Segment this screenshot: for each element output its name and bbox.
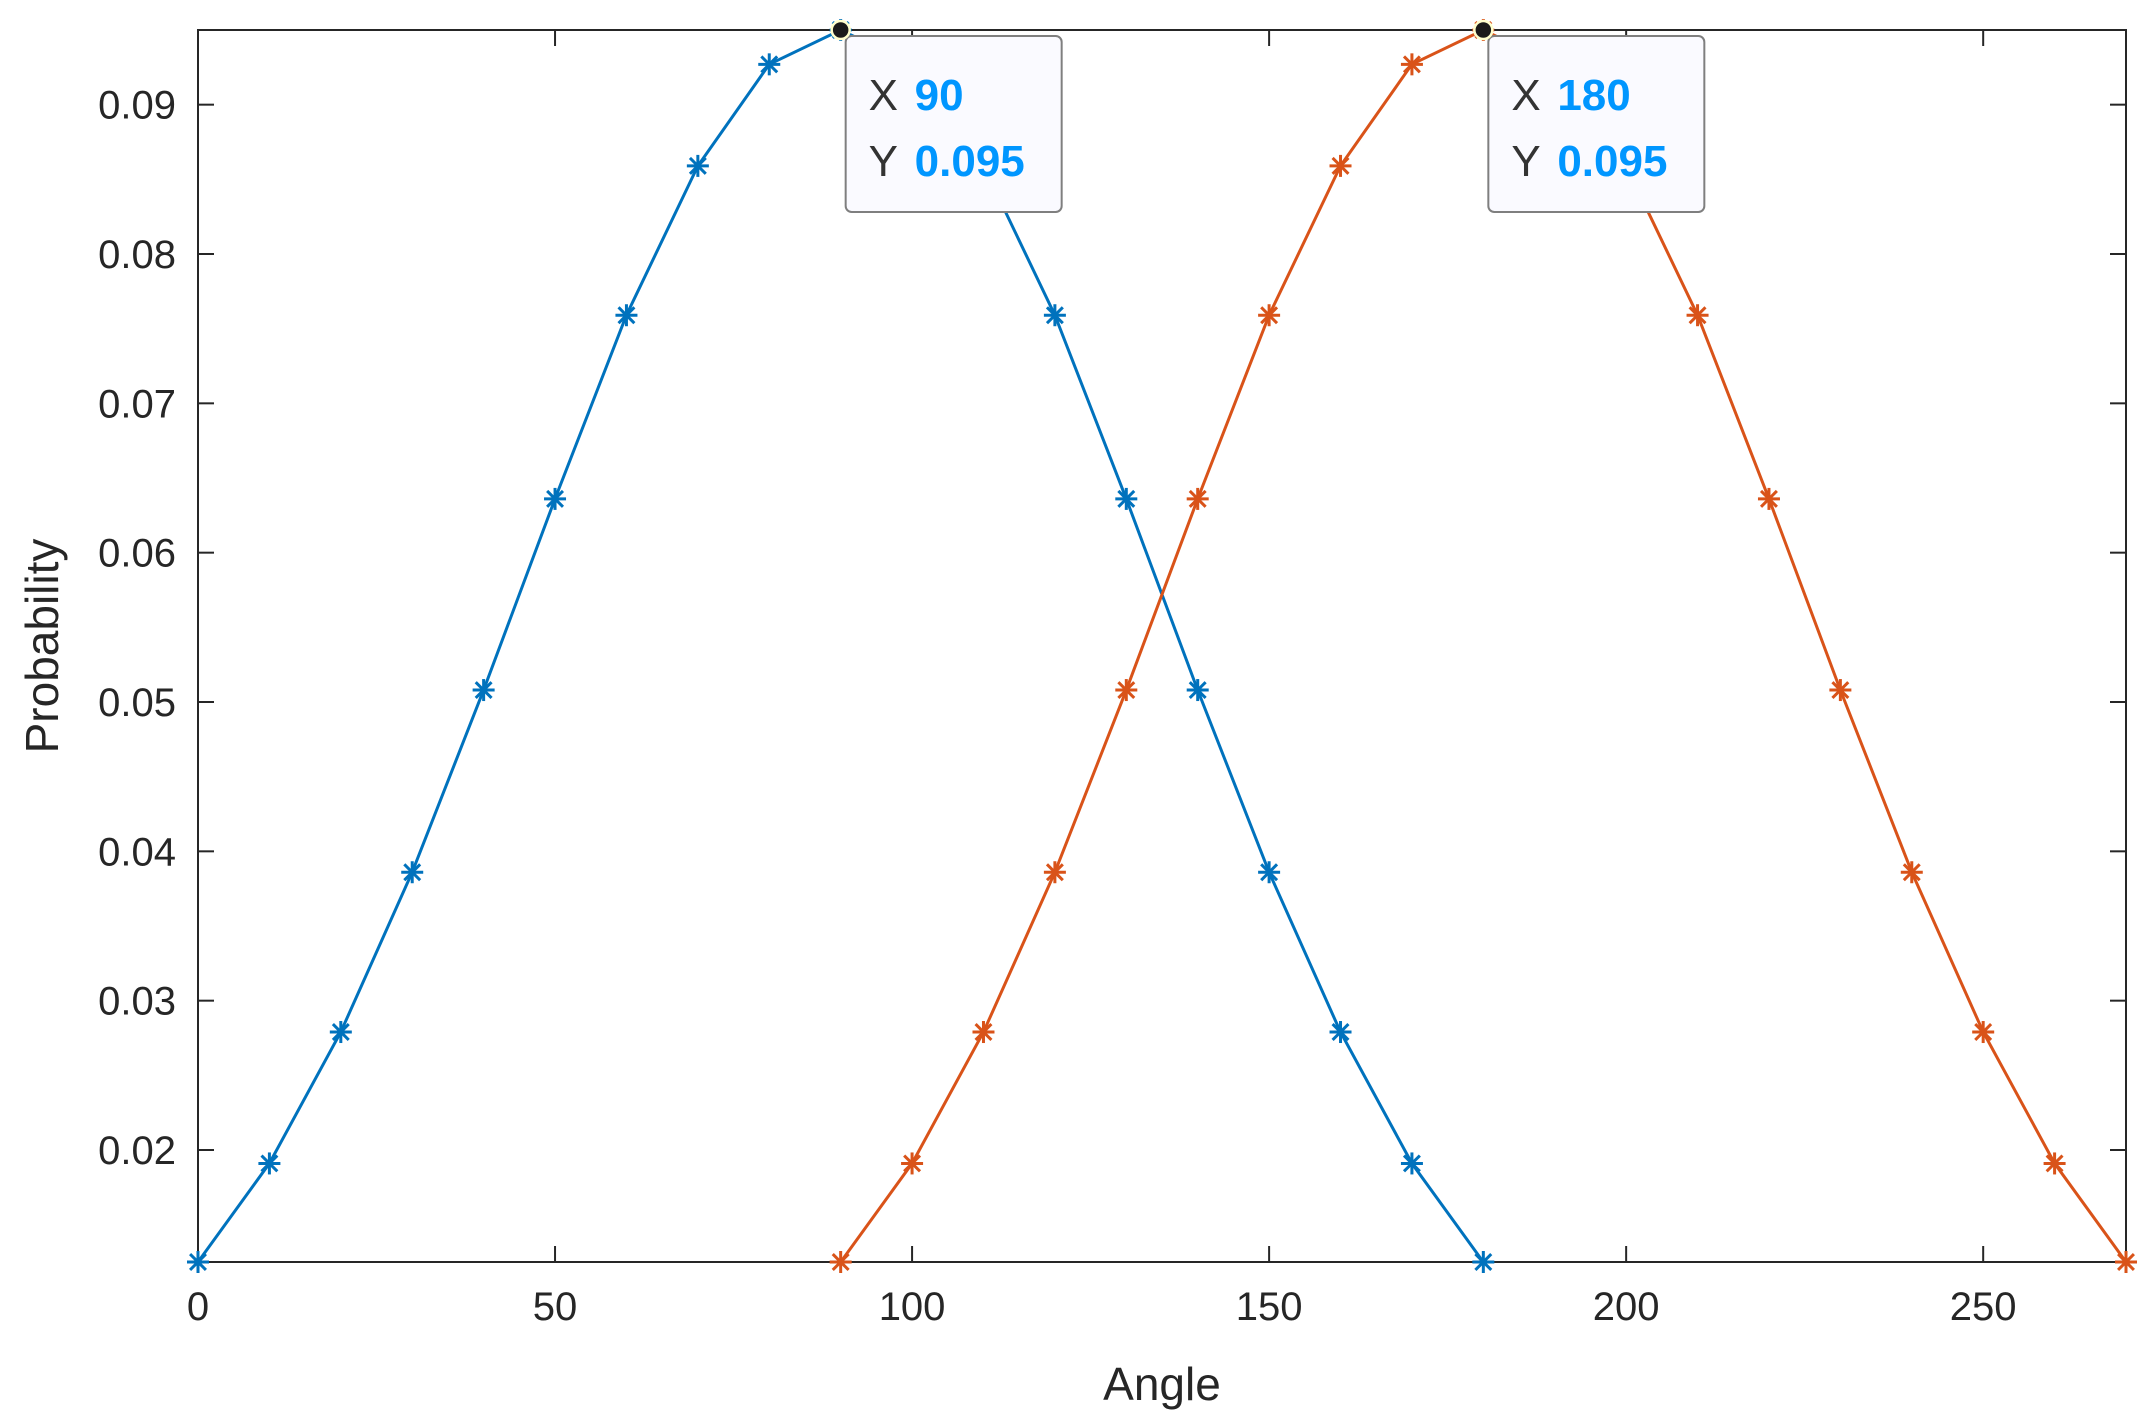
data-point [1329, 154, 1352, 177]
x-tick-label: 100 [879, 1285, 946, 1329]
x-tick-label: 150 [1236, 1285, 1303, 1329]
y-tick-label: 0.09 [98, 84, 176, 128]
datatip-1: X 90 Y 0.095 [830, 19, 1063, 213]
data-point [1829, 679, 1852, 702]
y-tick-label: 0.03 [98, 980, 176, 1024]
data-point [187, 1251, 209, 1273]
data-point [1972, 1021, 1995, 1044]
y-tick-label: 0.07 [98, 382, 176, 426]
data-point [615, 304, 638, 327]
data-point [1757, 487, 1780, 510]
x-tick-label: 0 [187, 1285, 209, 1329]
datatip-x-value: 180 [1557, 71, 1630, 120]
datatip-x-value: 90 [915, 71, 964, 120]
data-point [329, 1021, 352, 1044]
data-point [1186, 487, 1209, 510]
x-axis-title: Angle [1103, 1358, 1221, 1410]
data-point [1400, 1152, 1423, 1175]
data-point [258, 1152, 281, 1175]
data-point [544, 487, 567, 510]
data-point [1186, 679, 1209, 702]
y-tick-label: 0.08 [98, 233, 176, 277]
datatip-box [844, 35, 1063, 213]
data-point [1043, 304, 1066, 327]
data-point [2043, 1152, 2066, 1175]
data-point [472, 679, 495, 702]
data-point [1258, 861, 1281, 884]
data-point [1115, 679, 1138, 702]
data-point [1686, 304, 1709, 327]
y-tick-label: 0.04 [98, 830, 176, 874]
data-point [901, 1152, 924, 1175]
datatip-box [1487, 35, 1706, 213]
x-axis-ticks: 0 50 100 150 200 250 [187, 30, 2017, 1329]
data-point [1258, 304, 1281, 327]
datatip-y-value: 0.095 [915, 137, 1025, 186]
data-point [1900, 861, 1923, 884]
data-point [972, 1021, 995, 1044]
data-point [686, 154, 709, 177]
y-tick-label: 0.02 [98, 1129, 176, 1173]
y-axis-ticks: 0.02 0.03 0.04 0.05 0.06 0.07 0.08 0.09 [98, 84, 2126, 1173]
x-tick-label: 250 [1950, 1285, 2017, 1329]
data-point [2115, 1251, 2137, 1273]
data-point [1115, 487, 1138, 510]
datatip-y-key: Y [1511, 137, 1540, 186]
datatip-2: X 180 Y 0.095 [1473, 19, 1706, 213]
datatip-y-value: 0.095 [1557, 137, 1667, 186]
data-point [758, 53, 781, 76]
data-point [1400, 53, 1423, 76]
series-layer [187, 19, 2137, 1273]
datatip-y-key: Y [869, 137, 898, 186]
series-2-line [839, 28, 2128, 1263]
x-tick-label: 50 [533, 1285, 578, 1329]
series-1 [187, 19, 1495, 1273]
y-tick-label: 0.05 [98, 681, 176, 725]
datatip-marker [830, 19, 851, 41]
data-point [1472, 1251, 1495, 1273]
y-tick-label: 0.06 [98, 532, 176, 576]
data-point [1329, 1021, 1352, 1044]
datatip-x-key: X [1511, 71, 1540, 120]
data-point [401, 861, 424, 884]
datatip-x-key: X [869, 71, 898, 120]
data-point [1043, 861, 1066, 884]
datatips-layer: X 90 Y 0.095 X 180 Y 0.095 [830, 19, 1706, 213]
datatip-marker [1473, 19, 1494, 41]
series-1-line [196, 28, 1485, 1263]
plot-area-box [197, 29, 2127, 1263]
y-axis-title: Probability [16, 539, 68, 754]
data-point [829, 1251, 852, 1273]
x-tick-label: 200 [1593, 1285, 1660, 1329]
